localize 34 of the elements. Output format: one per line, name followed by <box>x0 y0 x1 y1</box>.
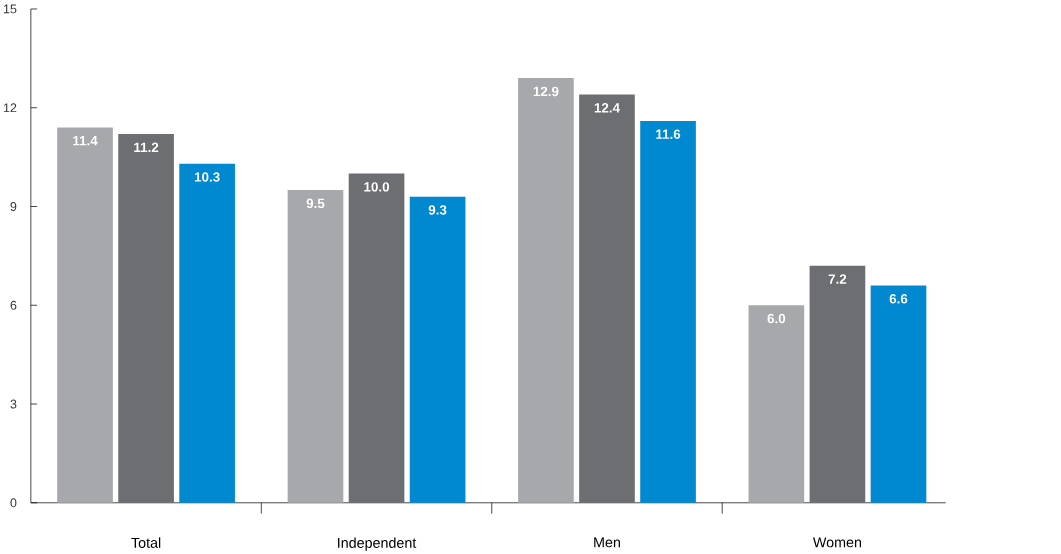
y-tick-label: 6 <box>10 300 17 310</box>
y-tick-label: 3 <box>10 399 17 409</box>
x-tick-label: Total <box>131 537 161 549</box>
data-label: 11.2 <box>134 142 159 153</box>
data-label: 11.4 <box>73 136 98 146</box>
bar <box>748 305 805 503</box>
x-tick-label: Independent <box>338 537 417 551</box>
bar <box>179 163 235 503</box>
data-label: 9.3 <box>428 205 447 215</box>
bar <box>809 265 866 503</box>
y-tick-label: 9 <box>10 202 17 212</box>
bar <box>348 173 405 503</box>
bar <box>640 121 696 503</box>
data-label: 6.0 <box>767 313 786 324</box>
bar <box>409 196 466 503</box>
x-tick-label: Men <box>594 537 620 548</box>
bar <box>118 134 174 503</box>
data-label: 7.2 <box>828 274 847 284</box>
y-tick-label: 0 <box>10 498 17 508</box>
data-label: 11.6 <box>656 129 681 140</box>
bar <box>870 285 927 503</box>
bar <box>579 94 635 503</box>
bar <box>287 190 344 503</box>
data-label: 12.4 <box>594 103 620 113</box>
y-tick-label: 15 <box>3 4 17 14</box>
bar <box>518 78 574 503</box>
bar <box>57 127 113 503</box>
data-label: 10.0 <box>364 182 390 192</box>
data-label: 10.3 <box>194 172 220 182</box>
data-label: 9.5 <box>306 198 325 209</box>
data-label: 6.6 <box>889 294 908 304</box>
x-tick-label: Women <box>812 537 862 548</box>
data-label: 12.9 <box>533 86 559 97</box>
y-tick-label: 12 <box>3 103 17 113</box>
